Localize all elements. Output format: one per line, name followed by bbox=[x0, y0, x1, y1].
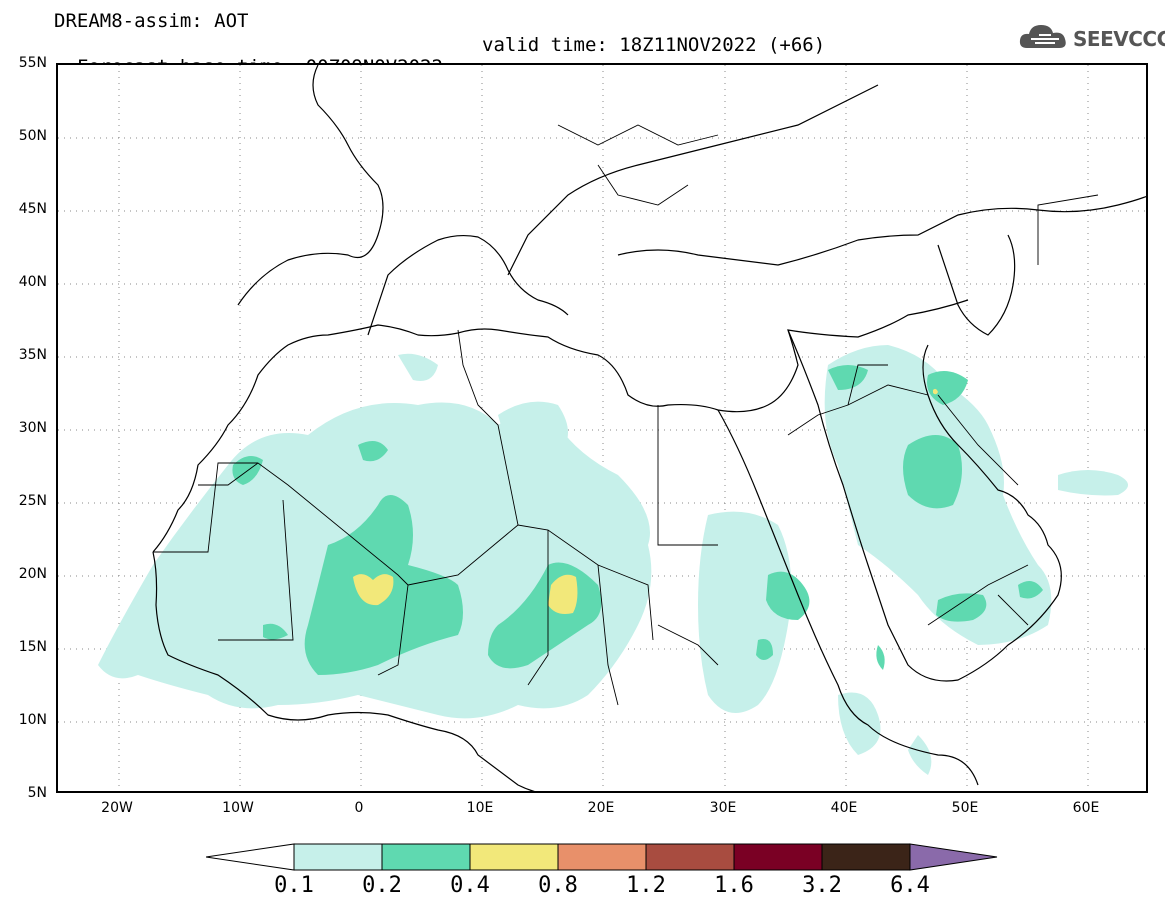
lat-label: 40N bbox=[18, 274, 47, 290]
colorbar-segment bbox=[557, 843, 647, 871]
lat-label: 15N bbox=[18, 639, 47, 655]
colorbar-segment bbox=[293, 843, 383, 871]
lon-label: 50E bbox=[951, 800, 979, 816]
colorbar-segment bbox=[821, 843, 911, 871]
colorbar-segment bbox=[645, 843, 735, 871]
colorbar-label: 6.4 bbox=[890, 873, 930, 898]
colorbar-label: 3.2 bbox=[802, 873, 842, 898]
lon-label: 10W bbox=[222, 800, 254, 816]
borders bbox=[153, 124, 1099, 706]
map-area bbox=[56, 63, 1148, 793]
lon-label: 10E bbox=[466, 800, 494, 816]
cloud-icon bbox=[1019, 25, 1066, 48]
lat-label: 45N bbox=[18, 201, 47, 217]
lon-label: 60E bbox=[1072, 800, 1100, 816]
colorbar-segment bbox=[381, 843, 471, 871]
colorbar-label: 0.4 bbox=[450, 873, 490, 898]
aot-light bbox=[98, 345, 1128, 775]
lat-label: 5N bbox=[27, 785, 47, 801]
colorbar bbox=[206, 843, 998, 871]
lat-label: 55N bbox=[18, 55, 47, 71]
coastlines bbox=[152, 65, 1146, 791]
colorbar-label: 0.8 bbox=[538, 873, 578, 898]
colorbar-label: 1.6 bbox=[714, 873, 754, 898]
lat-label: 25N bbox=[18, 493, 47, 509]
colorbar-segment bbox=[733, 843, 823, 871]
lat-label: 10N bbox=[18, 712, 47, 728]
colorbar-label: 0.1 bbox=[274, 873, 314, 898]
colorbar-segment bbox=[469, 843, 559, 871]
lat-label: 35N bbox=[18, 347, 47, 363]
colorbar-label: 1.2 bbox=[626, 873, 666, 898]
map-title: DREAM8-assim: AOT bbox=[54, 10, 249, 32]
lon-label: 0 bbox=[354, 800, 364, 816]
aot-map bbox=[58, 65, 1146, 791]
lon-label: 20W bbox=[101, 800, 133, 816]
logo-text: SEEVCCC bbox=[1073, 27, 1165, 51]
aot-high bbox=[353, 388, 938, 614]
lon-label: 30E bbox=[709, 800, 737, 816]
colorbar-label: 0.2 bbox=[362, 873, 402, 898]
lon-label: 40E bbox=[830, 800, 858, 816]
lat-label: 50N bbox=[18, 128, 47, 144]
valid-time: valid time: 18Z11NOV2022 (+66) bbox=[482, 34, 826, 56]
lat-label: 30N bbox=[18, 420, 47, 436]
lat-label: 20N bbox=[18, 566, 47, 582]
seevccc-logo: SEEVCCC bbox=[1017, 20, 1165, 60]
lon-label: 20E bbox=[587, 800, 615, 816]
